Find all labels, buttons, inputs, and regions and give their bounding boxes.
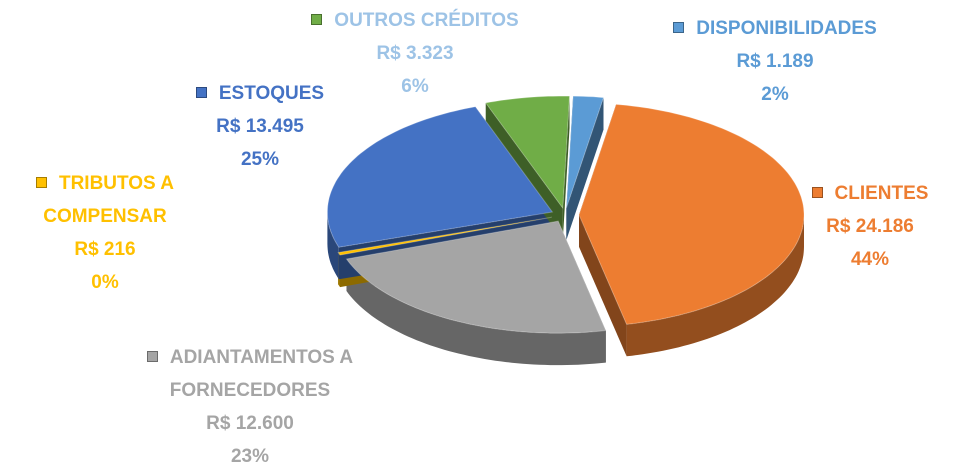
legend-marker — [35, 177, 47, 188]
legend-marker — [673, 22, 685, 33]
category-label: CLIENTES — [834, 183, 929, 204]
data-label: OUTROS CRÉDITOS R$ 3.323 6% — [290, 4, 540, 103]
legend-marker — [195, 87, 207, 98]
share-label: 44% — [850, 249, 890, 270]
label-name-line: ESTOQUES — [170, 77, 350, 110]
value-label: R$ 1.189 — [736, 51, 814, 72]
value-label: R$ 216 — [74, 239, 136, 260]
slice — [337, 216, 552, 256]
legend-marker — [146, 351, 158, 362]
share-label: 25% — [240, 149, 280, 170]
data-label: DISPONIBILIDADES R$ 1.189 2% — [660, 12, 890, 111]
data-label: TRIBUTOS A COMPENSAR R$ 216 0% — [0, 167, 210, 299]
value-label: R$ 24.186 — [826, 216, 914, 237]
slice — [345, 220, 607, 334]
slice-edge — [578, 214, 627, 357]
category-label: DISPONIBILIDADES — [696, 18, 877, 39]
slice-side — [346, 259, 606, 366]
share-label: 23% — [230, 446, 270, 467]
slice-side — [327, 212, 339, 280]
share-label: 0% — [91, 272, 119, 293]
share-label: 6% — [401, 76, 429, 97]
value-label: R$ 12.600 — [206, 413, 294, 434]
slice — [326, 106, 554, 248]
label-name-line: ADIANTAMENTOS A FORNECEDORES — [120, 341, 380, 407]
data-label: ESTOQUES R$ 13.495 25% — [170, 77, 350, 176]
slice — [484, 95, 571, 210]
slice-edge — [566, 97, 604, 241]
value-label: R$ 13.495 — [216, 116, 304, 137]
label-name-line: TRIBUTOS A COMPENSAR — [0, 167, 210, 233]
category-label: ESTOQUES — [218, 83, 325, 104]
slice — [565, 95, 605, 209]
slice — [578, 103, 805, 325]
legend-marker — [311, 14, 323, 25]
share-label: 2% — [761, 84, 789, 105]
slice-edge — [562, 96, 570, 241]
label-name-line: CLIENTES — [795, 177, 945, 210]
data-label: CLIENTES R$ 24.186 44% — [795, 177, 945, 276]
data-label: ADIANTAMENTOS A FORNECEDORES R$ 12.600 23% — [120, 341, 380, 473]
label-name-line: OUTROS CRÉDITOS — [290, 4, 540, 37]
category-label: OUTROS CRÉDITOS — [334, 10, 519, 31]
legend-marker — [811, 187, 823, 198]
category-label: TRIBUTOS A COMPENSAR — [43, 173, 175, 227]
value-label: R$ 3.323 — [376, 43, 454, 64]
category-label: ADIANTAMENTOS A FORNECEDORES — [169, 347, 354, 401]
label-name-line: DISPONIBILIDADES — [660, 12, 890, 45]
slice-side — [626, 214, 804, 357]
